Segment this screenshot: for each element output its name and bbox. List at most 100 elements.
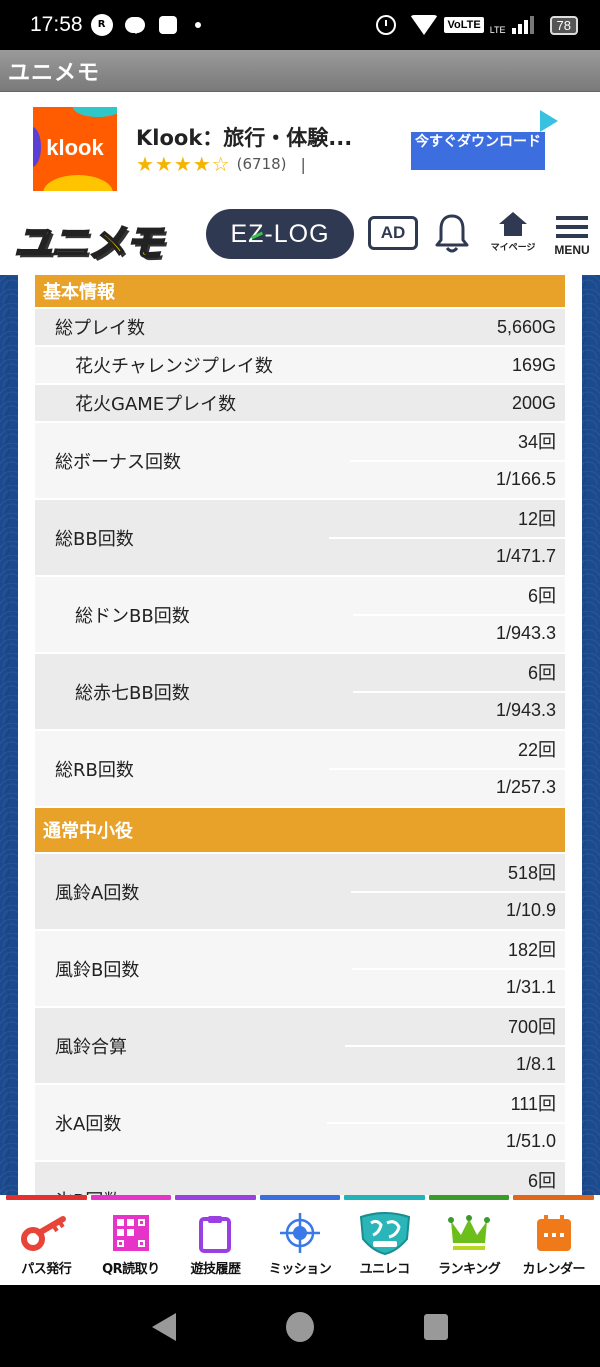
row-count: 34回 — [350, 423, 565, 462]
row-count: 6回 — [345, 1162, 565, 1195]
alarm-icon — [376, 15, 397, 35]
target-icon — [280, 1213, 321, 1253]
unireco-badge-icon — [359, 1212, 410, 1255]
row-label: 総BB回数 — [55, 528, 134, 550]
table-row: 総赤七BB回数 6回 1/943.3 — [35, 654, 565, 731]
mypage-button[interactable]: マイページ — [488, 212, 538, 253]
signal-strength-icon — [511, 16, 534, 34]
status-icons: VoLTE LTE 78 — [376, 15, 578, 35]
ez-log-button[interactable]: E Z -LOG — [206, 209, 354, 259]
table-row: 花火GAMEプレイ数 200G — [35, 385, 565, 423]
row-value: 5,660G — [496, 316, 556, 337]
nav-label: 遊技履歴 — [190, 1262, 241, 1277]
nav-qr-scan[interactable]: QR読取り — [89, 1195, 174, 1285]
app-notification-icon — [158, 16, 177, 34]
star-rating-icon: ★★★★☆ — [136, 152, 231, 176]
row-count: 518回 — [351, 854, 565, 893]
nav-ranking[interactable]: ランキング — [427, 1195, 512, 1285]
row-count: 182回 — [352, 931, 565, 970]
status-bar: 17:58 R VoLTE LTE 78 — [0, 0, 600, 50]
nav-color-bar — [259, 1195, 341, 1200]
row-rate: 1/257.3 — [495, 777, 556, 798]
row-count: 6回 — [353, 654, 565, 693]
row-rate: 1/471.7 — [495, 546, 556, 567]
menu-label: MENU — [554, 243, 590, 257]
nav-unireco[interactable]: ユニレコ — [342, 1195, 427, 1285]
row-count: 6回 — [353, 577, 565, 616]
ad-button[interactable]: AD — [368, 216, 418, 250]
section-header-normal-small-roles: 通常中小役 — [35, 808, 565, 854]
home-circle-icon[interactable] — [286, 1312, 314, 1342]
nav-label: ユニレコ — [359, 1262, 411, 1277]
table-row: 氷A回数 111回 1/51.0 — [35, 1085, 565, 1162]
table-row: 風鈴合算 700回 1/8.1 — [35, 1008, 565, 1085]
content-scroll-area[interactable]: 基本情報 総プレイ数 5,660G 花火チャレンジプレイ数 169G 花火GAM… — [0, 275, 600, 1195]
row-rate: 1/943.3 — [495, 623, 556, 644]
nav-label: カレンダー — [522, 1262, 586, 1277]
system-navigation-bar — [0, 1287, 600, 1367]
clipboard-icon — [199, 1216, 232, 1253]
key-icon — [21, 1216, 67, 1251]
table-row: 総プレイ数 5,660G — [35, 309, 565, 347]
bell-icon[interactable] — [434, 212, 470, 256]
home-icon — [499, 212, 527, 224]
row-label: 総プレイ数 — [55, 318, 145, 339]
nav-mission[interactable]: ミッション — [258, 1195, 343, 1285]
nav-color-bar — [428, 1195, 510, 1200]
calendar-icon — [536, 1215, 571, 1251]
ad-banner[interactable]: klook Klook：旅行・体験... ★★★★☆ (6718) | 今すぐダ… — [0, 92, 600, 200]
table-row: 総RB回数 22回 1/257.3 — [35, 731, 565, 808]
ad-choices-icon[interactable] — [540, 110, 558, 132]
menu-button[interactable]: MENU — [550, 216, 594, 257]
mypage-label: マイページ — [490, 243, 536, 253]
row-label: 総RB回数 — [55, 759, 134, 781]
row-label: 総赤七BB回数 — [75, 682, 190, 704]
row-rate: 1/943.3 — [495, 700, 556, 721]
row-value: 169G — [511, 354, 556, 375]
row-label: 風鈴A回数 — [55, 882, 140, 904]
nav-label: パス発行 — [21, 1262, 72, 1277]
row-label: 花火チャレンジプレイ数 — [75, 356, 273, 377]
table-row: 風鈴A回数 518回 1/10.9 — [35, 854, 565, 931]
stats-panel: 基本情報 総プレイ数 5,660G 花火チャレンジプレイ数 169G 花火GAM… — [18, 275, 582, 1195]
back-icon[interactable] — [152, 1313, 176, 1341]
nav-color-bar — [90, 1195, 172, 1200]
table-row: 風鈴B回数 182回 1/31.1 — [35, 931, 565, 1008]
ad-title[interactable]: Klook：旅行・体験... — [136, 126, 353, 150]
ad-rating: ★★★★☆ (6718) | — [136, 152, 306, 176]
nav-label: QR読取り — [102, 1262, 160, 1277]
separator: | — [300, 154, 306, 174]
app-title-bar: ユニメモ — [0, 50, 600, 92]
wifi-icon — [410, 15, 439, 35]
volte-badge: VoLTE — [444, 17, 484, 33]
row-value: 200G — [511, 392, 556, 413]
r-link-icon: R — [90, 14, 113, 36]
clock: 17:58 — [30, 13, 83, 36]
row-count: 111回 — [327, 1085, 565, 1124]
nav-label: ランキング — [438, 1262, 501, 1277]
lte-label: LTE — [489, 25, 506, 35]
row-rate: 1/51.0 — [505, 1131, 556, 1152]
unimemo-logo[interactable]: ユニメモ — [13, 220, 164, 266]
table-row: 氷B回数 6回 — [35, 1162, 565, 1195]
table-row: 総ボーナス回数 34回 1/166.5 — [35, 423, 565, 500]
nav-calendar[interactable]: カレンダー — [511, 1195, 596, 1285]
nav-color-bar — [6, 1195, 87, 1200]
recent-apps-icon[interactable] — [424, 1314, 448, 1340]
nav-color-bar — [344, 1195, 425, 1200]
nav-label: ミッション — [268, 1262, 332, 1277]
row-rate: 1/8.1 — [515, 1054, 556, 1075]
more-notifications-dot-icon — [194, 22, 201, 28]
row-rate: 1/31.1 — [505, 977, 556, 998]
bottom-navigation: パス発行 QR読取り 遊技履歴 — [0, 1195, 600, 1285]
crown-icon — [448, 1215, 491, 1250]
qr-icon — [112, 1215, 149, 1251]
ad-download-button[interactable]: 今すぐダウンロード — [411, 132, 545, 170]
row-label: 風鈴合算 — [55, 1036, 127, 1058]
app-title: ユニメモ — [8, 60, 101, 86]
klook-logo[interactable]: klook — [33, 107, 117, 191]
row-label: 総ドンBB回数 — [75, 605, 190, 627]
nav-play-history[interactable]: 遊技履歴 — [173, 1195, 258, 1285]
row-count: 12回 — [329, 500, 565, 539]
nav-pass-issue[interactable]: パス発行 — [4, 1195, 89, 1285]
